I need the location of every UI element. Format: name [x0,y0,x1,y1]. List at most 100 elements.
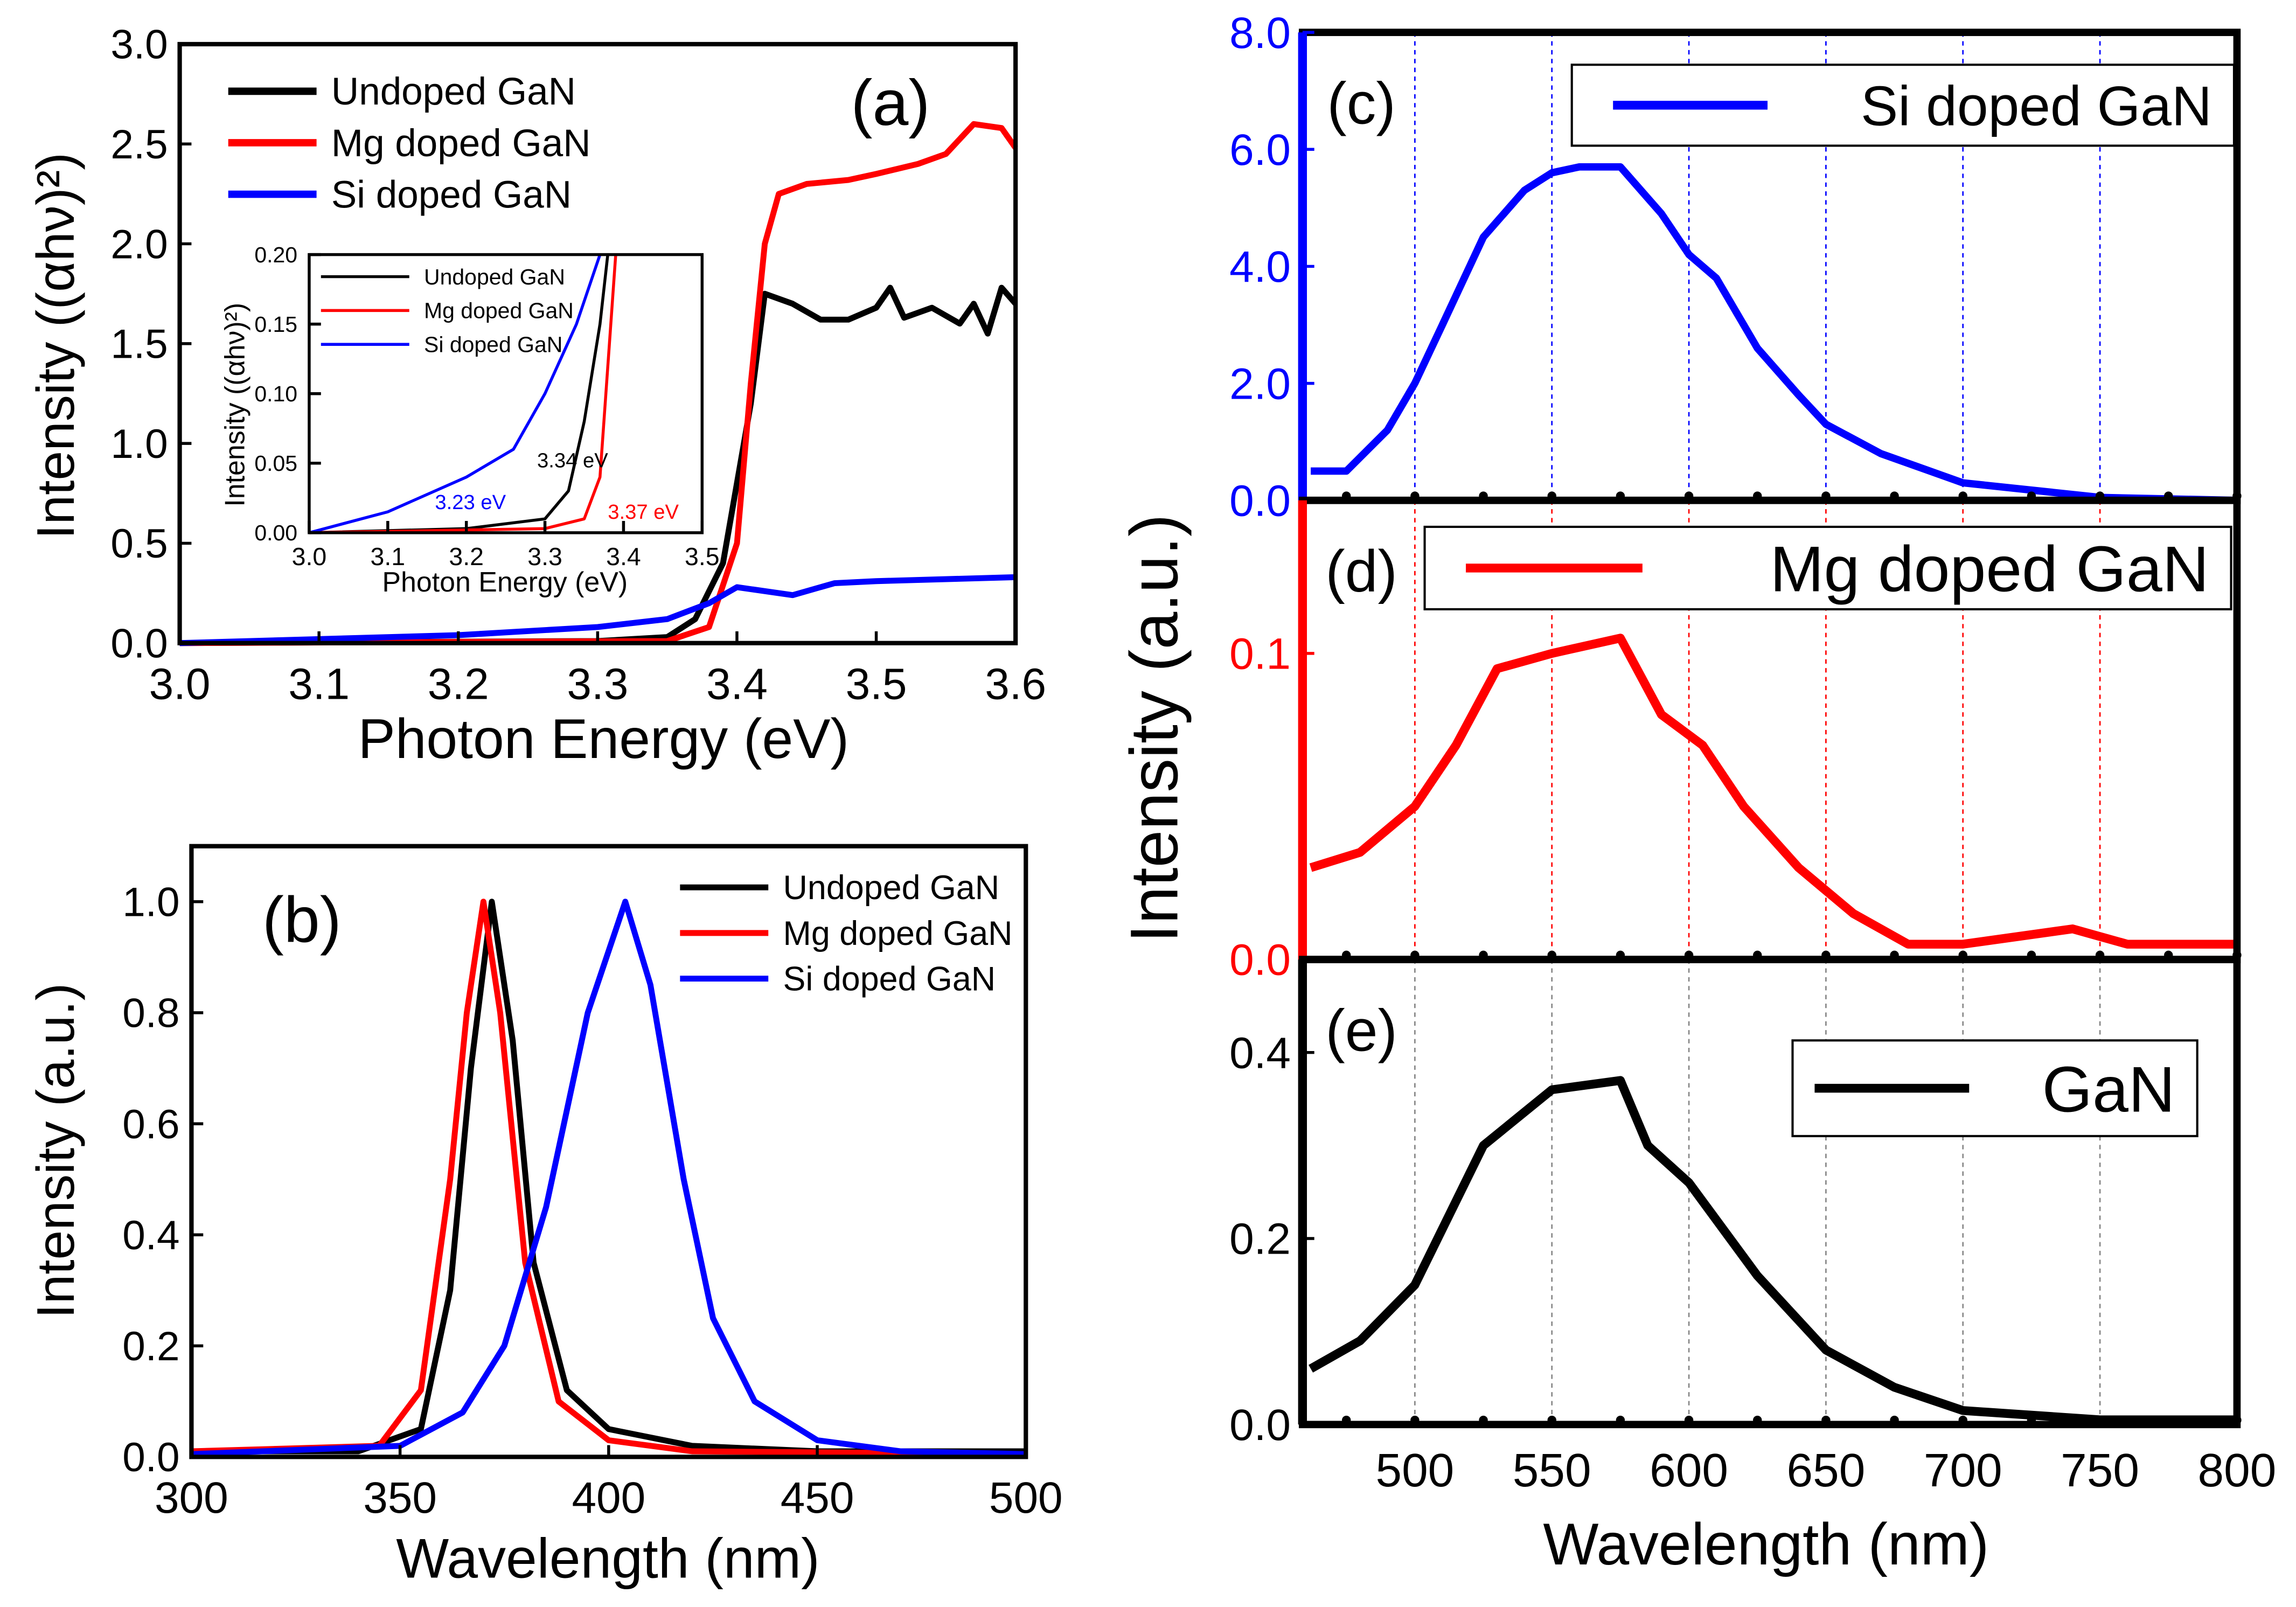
legend-label: Undoped GaN [424,265,565,289]
x-tick [1547,1415,1556,1425]
legend-label: Mg doped GaN [783,915,1013,952]
x-tick [2095,1415,2105,1425]
x-tick-label: 3.5 [685,542,720,571]
inset-x-label: Photon Energy (eV) [382,566,628,597]
series-line-undoped-gan [191,899,1026,1455]
legend-label: Mg doped GaN [424,298,574,323]
panel-e: 0.0 0.2 0.4 500 550 600 650 700 750 800 (e) GaN [1229,956,2277,1497]
y-tick-label: 0.0 [1229,476,1291,525]
x-tick-label: 350 [363,1473,437,1522]
x-tick [1684,1415,1694,1425]
x-tick-label: 500 [1375,1444,1454,1497]
x-tick-label: 500 [989,1473,1063,1522]
y-tick-label: 1.0 [110,421,168,467]
right-ylabel: Intensity (a.u.) [1116,514,1192,943]
legend-label: Mg doped GaN [331,122,591,165]
x-axis-label: Photon Energy (eV) [358,707,849,770]
x-tick-label: 300 [155,1473,228,1522]
x-tick-label: 3.3 [567,660,628,709]
legend-label: Si doped GaN [1861,75,2212,137]
inset-annotation: 3.23 eV [435,491,506,514]
y-tick-label: 0.10 [254,381,297,406]
x-tick [1616,1415,1625,1425]
x-tick-label: 750 [2061,1444,2139,1497]
y-tick-label: 4.0 [1229,242,1291,291]
x-tick-label: 400 [572,1473,645,1522]
x-tick-label: 3.1 [288,660,350,709]
series-line-si-doped-gan [309,254,602,534]
x-tick [1821,1415,1831,1425]
x-tick [1342,1415,1351,1425]
series-line-gan [1309,1076,2237,1424]
y-axis-label: Intensity ((αhν)²) [26,152,85,539]
y-tick-label: 6.0 [1229,126,1291,175]
x-tick-label: 3.3 [527,542,562,571]
y-tick-label: 1.5 [110,322,168,367]
y-tick-label: 0.0 [1229,936,1291,985]
x-tick-label: 550 [1513,1444,1591,1497]
x-tick [1753,1415,1762,1425]
series-line-undoped-gan [179,284,1018,646]
x-tick [2164,1415,2173,1425]
panel-label: (c) [1327,71,1395,136]
series-line-mg-doped-gan [1309,634,2237,949]
x-tick-label: 650 [1786,1444,1865,1497]
y-tick-label: 2.0 [1229,359,1291,408]
y-tick-label: 0.0 [122,1435,179,1480]
legend-label: Si doped GaN [783,961,996,998]
y-tick-label: 8.0 [1229,9,1291,58]
panel-a: 3.0 3.1 3.2 3.3 3.4 3.5 3.6 0.0 0.5 1.0 1.5 2.0 2.5 3… [26,22,1046,770]
legend-label: Si doped GaN [331,173,572,216]
panel-c: 0.0 2.0 4.0 6.0 8.0 (c) Si doped GaN [1229,9,2242,525]
y-tick-label: 2.0 [110,221,168,267]
x-tick-label: 3.6 [985,660,1046,709]
y-tick-label: 0.15 [254,312,297,337]
y-tick-label: 0.20 [254,242,297,267]
x-tick-label: 3.2 [428,660,489,709]
y-tick-label: 0.8 [122,991,179,1036]
y-tick-label: 0.4 [1229,1028,1291,1077]
series-line-mg-doped-gan [191,899,1026,1457]
x-axis-label: Wavelength (nm) [396,1527,819,1589]
legend-label: Undoped GaN [331,71,576,113]
series-line-si-doped-gan [191,899,1026,1457]
y-tick-label: 0.4 [122,1213,179,1258]
panel-label: (d) [1325,539,1397,604]
x-tick [1479,1415,1488,1425]
legend-label: Mg doped GaN [1770,533,2209,606]
legend-label: GaN [2042,1053,2175,1125]
legend-box [1791,1039,2198,1137]
x-tick-label: 3.0 [292,542,327,571]
x-tick [2232,1415,2242,1425]
x-tick-label: 800 [2198,1444,2277,1497]
x-tick-label: 3.1 [371,542,406,571]
x-tick-label: 600 [1650,1444,1728,1497]
x-tick-label: 3.2 [449,542,484,571]
inset-y-label: Intensity ((αhν)²) [219,303,251,507]
y-tick-label: 0.5 [110,521,168,567]
y-axis-label: Intensity (a.u.) [26,983,85,1319]
x-tick [1410,1415,1420,1425]
x-tick-label: 3.4 [606,542,641,571]
panel-label: (a) [851,67,930,139]
panel-label: (e) [1325,998,1397,1063]
inset-bg [309,254,702,533]
series-line-si-doped-gan [1311,163,2237,504]
legend-label: Undoped GaN [783,869,1000,907]
inset-annotation: 3.34 eV [537,449,608,472]
plot-frame [1298,956,2241,1429]
panel-b: 300 350 400 450 500 0.0 0.2 0.4 0.6 0.8 1.0 Wavelen… [26,844,1063,1589]
legend-label: Si doped GaN [424,332,562,357]
inset-annotation: 3.37 eV [608,500,679,524]
y-tick-label: 0.00 [254,520,297,545]
x-tick-label: 3.4 [706,660,768,709]
inset: 3.0 3.1 3.2 3.3 3.4 3.5 0.00 0.05 0.10 0.15 0.20 Ph… [219,242,720,597]
x-tick [1958,1415,1967,1425]
y-tick-label: 3.0 [110,22,168,68]
x-tick [1890,1415,1899,1425]
right-xlabel: Wavelength (nm) [1543,1512,1989,1577]
panel-d: 0.0 0.1 (d) Mg doped GaN [1229,496,2242,985]
y-tick-label: 0.0 [110,621,168,667]
y-tick-label: 0.2 [122,1324,179,1369]
